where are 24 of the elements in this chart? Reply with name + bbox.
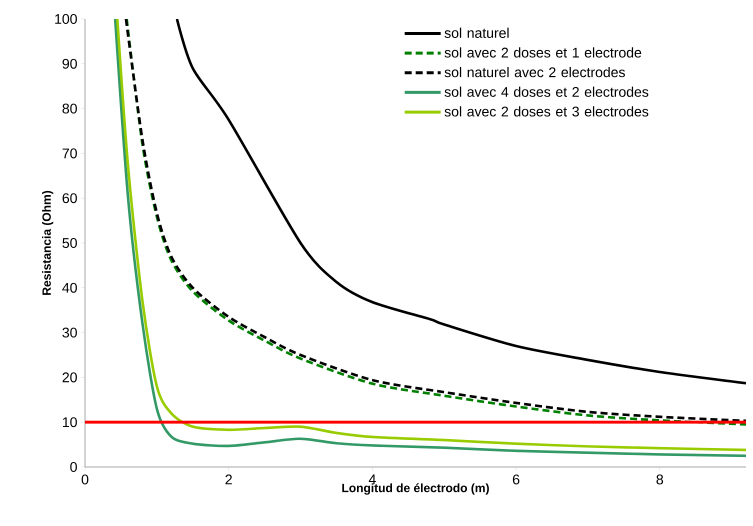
y-tick-label: 100 (55, 14, 77, 24)
y-tick-label: 70 (62, 148, 77, 158)
y-axis-title: Resistancia (Ohm) (42, 190, 54, 295)
x-tick-label: 8 (656, 474, 664, 484)
legend-label: sol naturel avec 2 electrodes (444, 66, 625, 78)
line-series (176, 18, 746, 385)
x-axis-title: Longitud de électrodo (m) (342, 483, 489, 495)
x-tick-label: 4 (368, 474, 376, 484)
y-tick-label: 30 (62, 328, 77, 338)
legend-label: sol avec 2 doses et 1 electrode (444, 47, 642, 58)
legend-label: sol avec 4 doses et 2 electrodes (444, 86, 648, 97)
y-tick-label: 0 (70, 462, 77, 472)
x-tick-label: 2 (226, 474, 232, 484)
y-tick-label: 60 (62, 193, 77, 204)
x-tick-label: 6 (512, 474, 520, 484)
legend-label: sol avec 2 doses et 3 electrodes (444, 106, 648, 117)
legend-label: sol naturel (444, 28, 509, 38)
y-tick-label: 50 (62, 238, 77, 248)
y-tick-label: 40 (62, 282, 77, 293)
y-tick-label: 80 (62, 104, 77, 114)
x-tick-label: 0 (82, 474, 88, 484)
y-tick-label: 20 (62, 372, 77, 382)
y-tick-label: 10 (62, 417, 77, 428)
y-tick-label: 90 (62, 58, 77, 69)
